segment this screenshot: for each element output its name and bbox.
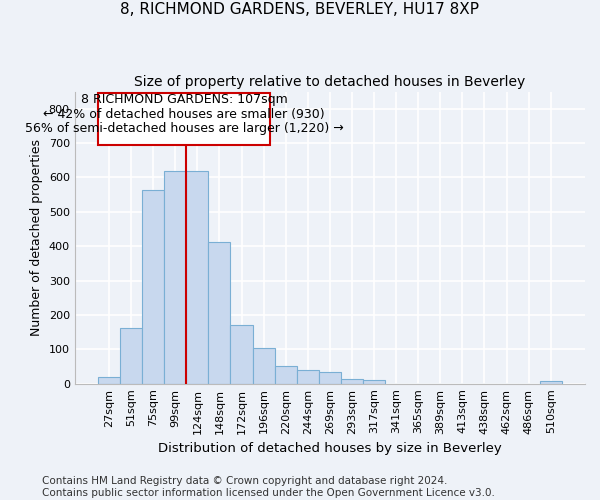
Bar: [540, 382, 562, 384]
Bar: [142, 190, 164, 384]
Bar: [186, 170, 208, 384]
Bar: [363, 380, 385, 384]
Bar: [297, 370, 319, 384]
Y-axis label: Number of detached properties: Number of detached properties: [30, 139, 43, 336]
Title: Size of property relative to detached houses in Beverley: Size of property relative to detached ho…: [134, 75, 526, 89]
Text: ← 42% of detached houses are smaller (930): ← 42% of detached houses are smaller (93…: [43, 108, 325, 120]
Bar: [120, 328, 142, 384]
FancyBboxPatch shape: [98, 94, 270, 145]
Bar: [164, 170, 186, 384]
Bar: [275, 366, 297, 384]
Bar: [230, 326, 253, 384]
Bar: [319, 372, 341, 384]
Bar: [253, 348, 275, 384]
Bar: [208, 242, 230, 384]
Text: 8, RICHMOND GARDENS, BEVERLEY, HU17 8XP: 8, RICHMOND GARDENS, BEVERLEY, HU17 8XP: [121, 2, 479, 18]
Text: 8 RICHMOND GARDENS: 107sqm: 8 RICHMOND GARDENS: 107sqm: [81, 94, 287, 106]
X-axis label: Distribution of detached houses by size in Beverley: Distribution of detached houses by size …: [158, 442, 502, 455]
Text: 56% of semi-detached houses are larger (1,220) →: 56% of semi-detached houses are larger (…: [25, 122, 343, 135]
Text: Contains HM Land Registry data © Crown copyright and database right 2024.
Contai: Contains HM Land Registry data © Crown c…: [42, 476, 495, 498]
Bar: [98, 378, 120, 384]
Bar: [341, 379, 363, 384]
